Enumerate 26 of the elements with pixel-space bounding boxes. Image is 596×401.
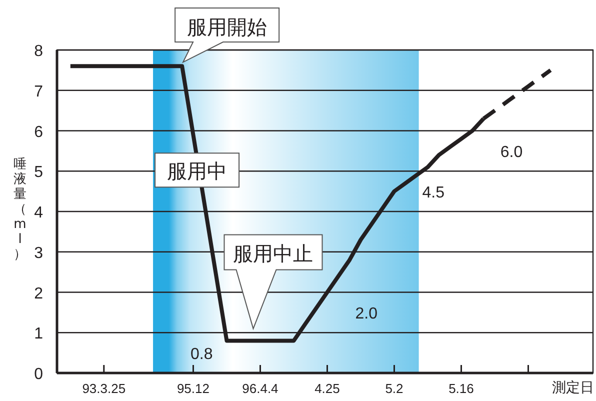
x-axis-title: 測定日 xyxy=(552,380,594,396)
data-label: 6.0 xyxy=(500,144,523,161)
y-tick-label: 2 xyxy=(34,285,44,302)
y-tick-label: 0 xyxy=(34,366,44,383)
x-tick-label: 5.16 xyxy=(448,381,474,396)
x-tick-label: 96.4.4 xyxy=(242,381,278,396)
y-tick-label: 3 xyxy=(34,244,44,262)
annotation: 服用中止 xyxy=(233,242,314,266)
x-tick-label: 95.12 xyxy=(176,381,210,396)
y-tick-label: 4 xyxy=(34,204,44,222)
y-tick-label: 6 xyxy=(34,124,44,141)
data-label: 2.0 xyxy=(355,305,378,322)
y-tick-label: 5 xyxy=(34,164,44,182)
x-tick-label: 4.25 xyxy=(314,381,340,396)
data-label: 0.8 xyxy=(190,346,213,363)
data-label: 4.5 xyxy=(422,184,445,202)
y-tick-label: 7 xyxy=(34,83,44,100)
y-axis-title: 唾液量（ml） xyxy=(14,157,26,262)
callout: 服用中止 xyxy=(224,234,323,330)
callout: 服用中 xyxy=(154,152,240,188)
callout: 服用開始 xyxy=(174,8,280,64)
x-tick-label: 93.3.25 xyxy=(82,381,126,396)
annotation: 服用中 xyxy=(167,159,228,184)
x-tick-label: 5.2 xyxy=(385,381,404,396)
y-tick-label: 8 xyxy=(34,43,44,60)
y-tick-label: 1 xyxy=(34,326,44,343)
